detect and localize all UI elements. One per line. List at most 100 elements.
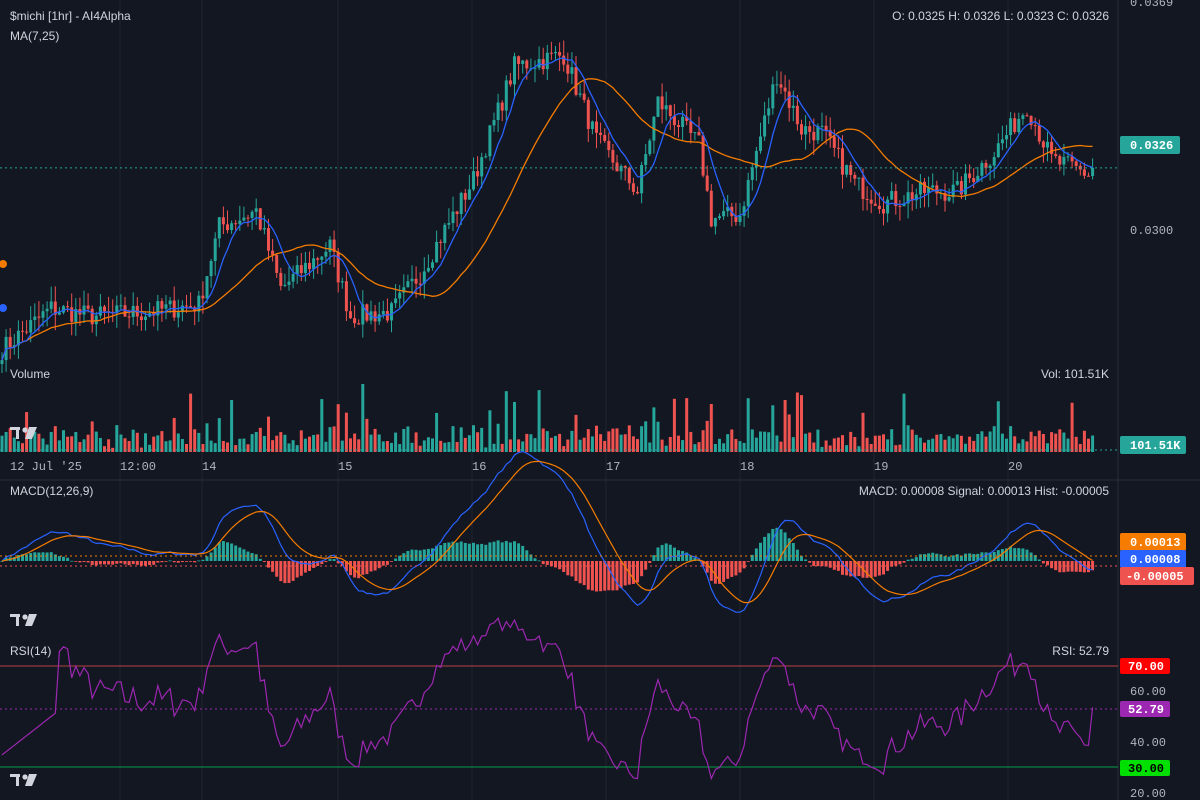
macd-value-tag[interactable]	[1120, 550, 1186, 568]
volume-bar	[582, 437, 586, 452]
volume-bar	[513, 401, 516, 452]
macd-histogram-bar	[558, 561, 562, 570]
macd-histogram-bar	[693, 557, 697, 561]
volume-bar	[1037, 430, 1041, 452]
volume-bar	[115, 425, 119, 452]
volume-bar	[1058, 429, 1062, 452]
candle-body	[644, 154, 648, 165]
candle-body	[115, 305, 119, 313]
macd-histogram-bar	[455, 542, 459, 561]
candle-body	[234, 223, 238, 225]
volume-bar	[664, 445, 668, 452]
rsi-axis-tick-40: 40.00	[1130, 736, 1166, 750]
candle-body	[955, 181, 959, 185]
candle-body	[648, 140, 652, 155]
candle-body	[435, 241, 439, 263]
candle-body	[0, 360, 4, 364]
volume-bar	[41, 438, 45, 452]
volume-bar	[668, 436, 672, 452]
candle-body	[1046, 141, 1049, 148]
candle-body	[86, 305, 90, 309]
candle-body	[103, 306, 106, 312]
volume-bar	[410, 442, 414, 452]
volume-bar	[1050, 432, 1054, 452]
volume-bar	[607, 431, 611, 452]
ohlc-readout: O: 0.0325 H: 0.0326 L: 0.0323 C: 0.0326	[892, 9, 1109, 23]
volume-bar	[349, 438, 352, 452]
candle-body	[820, 125, 824, 127]
candle-body	[1005, 135, 1008, 140]
candle-body	[693, 132, 697, 134]
time-axis-tick: 18	[740, 460, 754, 474]
volume-bar	[1033, 436, 1037, 452]
volume-bar	[217, 418, 221, 452]
candle-body	[226, 224, 229, 231]
macd-histogram-bar	[62, 556, 65, 561]
macd-signal-tag[interactable]	[1120, 533, 1186, 551]
price-axis-tick-top: 0.0369	[1130, 0, 1173, 10]
volume-bar	[271, 440, 275, 452]
volume-bar	[267, 416, 270, 452]
candle-body	[328, 239, 332, 252]
candle-body	[660, 96, 664, 110]
candle-body	[480, 157, 484, 177]
volume-bar	[57, 440, 61, 452]
candle-body	[898, 206, 902, 208]
candle-body	[882, 209, 885, 214]
volume-bar	[660, 439, 664, 452]
macd-histogram-bar	[574, 561, 578, 581]
candle-body	[615, 162, 619, 172]
volume-bar	[906, 425, 910, 452]
volume-bar	[972, 440, 976, 452]
candle-body	[53, 301, 57, 315]
volume-bar	[812, 442, 816, 452]
macd-title: MACD(12,26,9)	[10, 484, 93, 498]
candle-body	[718, 216, 721, 219]
last-price-tag[interactable]	[1120, 136, 1180, 154]
volume-bar	[640, 426, 644, 452]
volume-bar	[439, 440, 443, 452]
volume-bar	[1009, 426, 1013, 452]
candle-body	[607, 140, 611, 151]
macd-histogram-bar	[828, 561, 832, 568]
macd-histogram-bar	[857, 561, 861, 577]
macd-histogram-bar	[742, 561, 746, 569]
volume-bar	[377, 434, 381, 452]
volume-bar	[144, 433, 147, 452]
rsi-30-tag[interactable]	[1120, 760, 1170, 776]
macd-histogram-bar	[303, 561, 307, 573]
rsi-axis-tick-60: 60.00	[1130, 685, 1166, 699]
volume-bar	[951, 438, 955, 452]
volume-bar	[226, 442, 229, 452]
macd-histogram-bar	[25, 554, 29, 561]
macd-line	[1, 450, 1093, 613]
candle-body	[701, 135, 705, 176]
volume-bar	[570, 430, 574, 452]
macd-histogram-bar	[738, 561, 742, 573]
macd-histogram-bar	[459, 541, 463, 561]
candle-body	[988, 165, 992, 168]
candle-body	[746, 179, 750, 207]
macd-histogram-bar	[156, 561, 160, 563]
macd-histogram-bar	[49, 552, 53, 561]
macd-histogram-bar	[90, 561, 94, 566]
macd-hist-tag[interactable]	[1120, 567, 1194, 585]
candle-body	[1029, 116, 1033, 126]
volume-bar	[996, 401, 1000, 452]
macd-histogram-bar	[250, 553, 254, 561]
candle-body	[873, 203, 877, 206]
volume-last-tag[interactable]	[1120, 436, 1186, 454]
rsi-value-tag[interactable]	[1120, 701, 1170, 717]
macd-histogram-bar	[328, 559, 332, 561]
rsi-70-tag[interactable]	[1120, 658, 1170, 674]
volume-bar	[1062, 432, 1066, 452]
candle-body	[996, 143, 1000, 158]
macd-histogram-bar	[599, 561, 603, 592]
candle-body	[570, 67, 574, 74]
candle-body	[566, 64, 570, 74]
volume-bar	[603, 440, 607, 452]
candle-body	[49, 301, 53, 309]
macd-histogram-bar	[816, 561, 820, 567]
volume-bar	[701, 430, 705, 452]
